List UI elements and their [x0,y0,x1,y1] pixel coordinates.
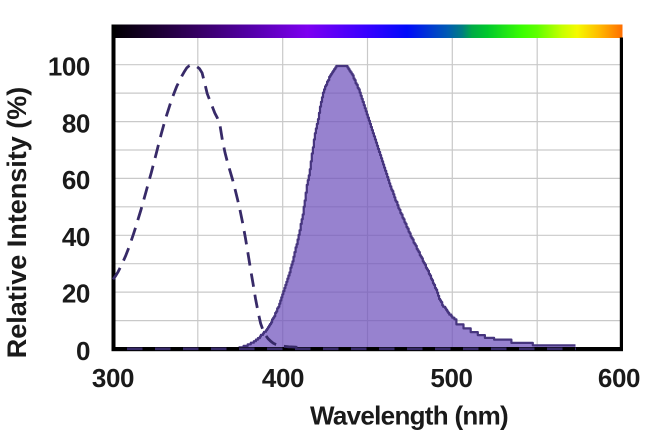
svg-text:40: 40 [62,222,90,252]
svg-text:80: 80 [62,108,90,138]
svg-text:60: 60 [62,165,90,195]
svg-text:Relative Intensity (%): Relative Intensity (%) [2,87,32,359]
svg-text:500: 500 [430,363,472,393]
svg-text:100: 100 [48,52,90,82]
svg-text:300: 300 [92,363,134,393]
svg-text:600: 600 [598,363,640,393]
svg-text:0: 0 [76,336,90,366]
svg-text:Wavelength (nm): Wavelength (nm) [310,401,508,431]
svg-text:20: 20 [62,279,90,309]
svg-text:400: 400 [262,363,304,393]
